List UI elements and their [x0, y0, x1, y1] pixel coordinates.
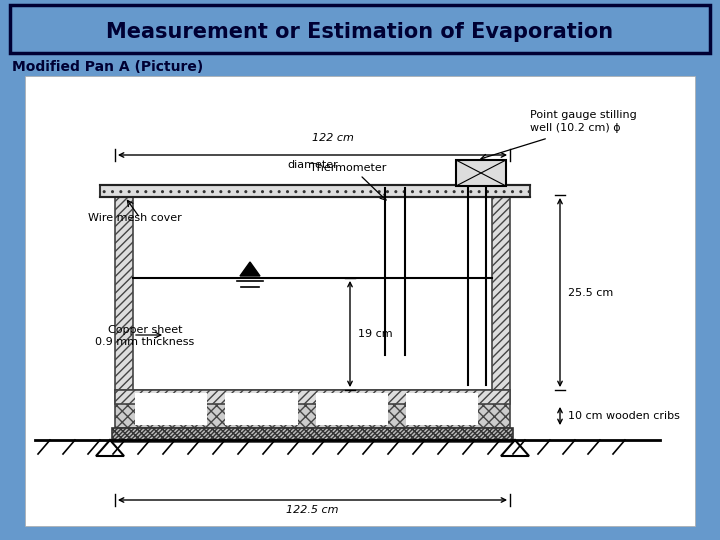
Bar	[100, 185, 530, 197]
Bar	[133, 195, 492, 390]
Text: Point gauge stilling: Point gauge stilling	[530, 110, 636, 120]
Bar	[115, 195, 133, 390]
Text: Thermometer: Thermometer	[310, 163, 387, 173]
Bar	[115, 390, 510, 428]
Text: Copper sheet: Copper sheet	[108, 325, 182, 335]
Text: 25.5 cm: 25.5 cm	[568, 287, 613, 298]
Bar	[25, 76, 695, 526]
Bar	[406, 393, 478, 425]
Bar	[10, 5, 710, 53]
Text: 122 cm: 122 cm	[312, 133, 354, 143]
Text: 122.5 cm: 122.5 cm	[287, 505, 338, 515]
Bar	[115, 390, 510, 404]
Text: Modified Pan A (Picture): Modified Pan A (Picture)	[12, 60, 203, 74]
Bar	[112, 428, 513, 442]
Text: 19 cm: 19 cm	[358, 329, 392, 339]
Bar	[135, 393, 207, 425]
Text: Measurement or Estimation of Evaporation: Measurement or Estimation of Evaporation	[107, 22, 613, 42]
Bar	[456, 160, 506, 186]
Bar	[225, 393, 297, 425]
Text: Wire mesh cover: Wire mesh cover	[88, 213, 181, 223]
Bar	[492, 195, 510, 390]
Text: 10 cm wooden cribs: 10 cm wooden cribs	[568, 411, 680, 421]
Bar	[315, 393, 388, 425]
Text: well (10.2 cm) ϕ: well (10.2 cm) ϕ	[530, 123, 621, 133]
Text: 0.9 mm thickness: 0.9 mm thickness	[95, 337, 194, 347]
Polygon shape	[240, 262, 260, 276]
Text: diameter: diameter	[287, 160, 338, 170]
